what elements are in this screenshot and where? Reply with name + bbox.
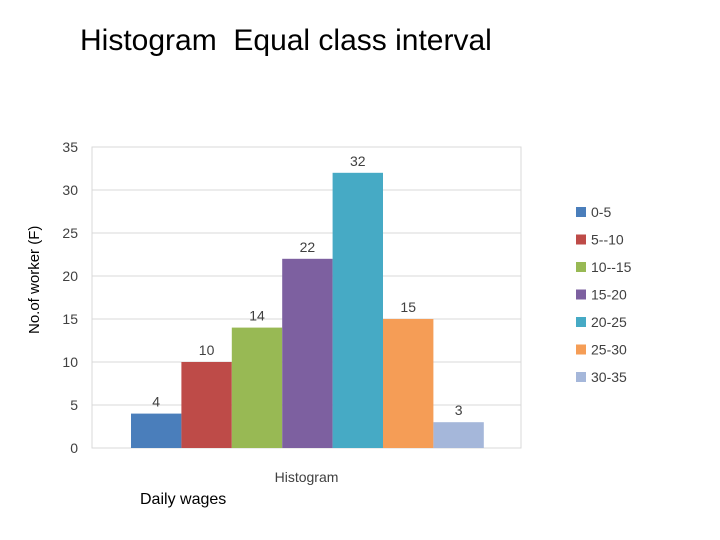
x-axis-label: Daily wages xyxy=(140,491,227,508)
legend-label: 0-5 xyxy=(591,204,611,220)
data-label: 4 xyxy=(152,394,160,410)
y-tick-label: 20 xyxy=(62,268,78,284)
bar-30-35 xyxy=(433,422,484,448)
legend-label: 30-35 xyxy=(591,369,627,385)
y-tick-label: 10 xyxy=(62,354,78,370)
bar-25-30 xyxy=(383,319,434,448)
bar-0-5 xyxy=(131,413,182,448)
data-label: 22 xyxy=(300,239,316,255)
legend-label: 15-20 xyxy=(591,287,627,303)
y-tick-label: 5 xyxy=(70,397,78,413)
data-label: 14 xyxy=(249,308,265,324)
bar-10--15 xyxy=(231,327,283,448)
legend-swatch xyxy=(576,289,586,300)
legend-label: 5--10 xyxy=(591,232,624,248)
data-label: 3 xyxy=(455,402,463,418)
legend-swatch xyxy=(576,317,586,327)
legend-label: 10--15 xyxy=(591,259,632,275)
legend-swatch xyxy=(576,372,586,382)
legend-swatch xyxy=(576,262,586,272)
data-label: 10 xyxy=(199,342,215,358)
legend-swatch xyxy=(576,344,586,355)
y-tick-label: 15 xyxy=(62,311,78,327)
y-tick-label: 25 xyxy=(62,225,78,241)
legend-swatch xyxy=(576,234,586,245)
y-tick-label: 0 xyxy=(70,440,78,456)
bar-5--10 xyxy=(181,362,232,448)
chart-title: Histogram xyxy=(275,469,339,485)
bar-15-20 xyxy=(282,258,333,448)
y-tick-label: 30 xyxy=(62,182,78,198)
data-label: 32 xyxy=(350,153,366,169)
bar-20-25 xyxy=(332,172,383,449)
legend-label: 25-30 xyxy=(591,342,627,358)
legend-label: 20-25 xyxy=(591,314,627,330)
y-tick-label: 35 xyxy=(62,139,78,155)
slide-title: Histogram Equal class interval xyxy=(80,24,492,57)
legend-swatch xyxy=(576,207,586,217)
data-label: 15 xyxy=(400,299,416,315)
